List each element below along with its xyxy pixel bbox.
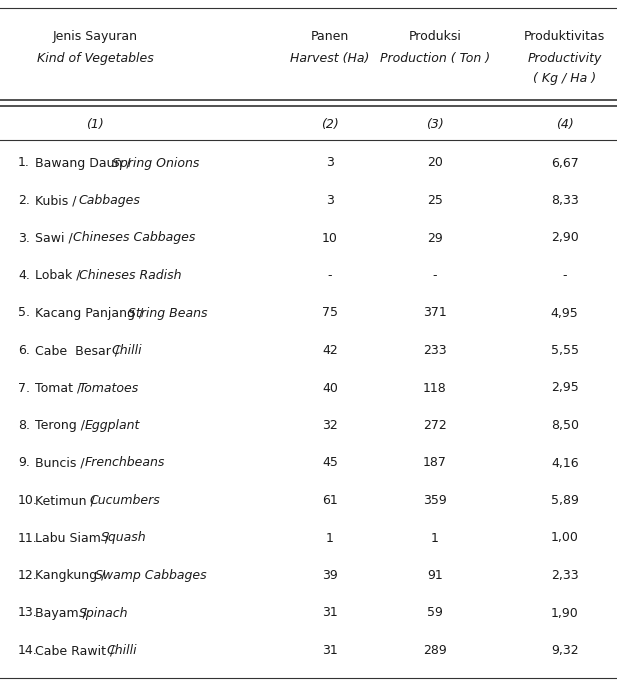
Text: 3.: 3.: [18, 232, 30, 244]
Text: Bayam /: Bayam /: [35, 606, 91, 619]
Text: 8.: 8.: [18, 419, 30, 432]
Text: 1: 1: [326, 531, 334, 545]
Text: 371: 371: [423, 307, 447, 320]
Text: 61: 61: [322, 494, 337, 507]
Text: Lobak /: Lobak /: [35, 269, 85, 282]
Text: Chilli: Chilli: [112, 344, 143, 357]
Text: 25: 25: [427, 194, 443, 207]
Text: Labu Siam /: Labu Siam /: [35, 531, 113, 545]
Text: 4.: 4.: [18, 269, 30, 282]
Text: 5.: 5.: [18, 307, 30, 320]
Text: 2,33: 2,33: [551, 569, 579, 582]
Text: 3: 3: [326, 194, 334, 207]
Text: 75: 75: [322, 307, 338, 320]
Text: Cabe Rawit /: Cabe Rawit /: [35, 644, 118, 657]
Text: 10.: 10.: [18, 494, 38, 507]
Text: 233: 233: [423, 344, 447, 357]
Text: Cucumbers: Cucumbers: [90, 494, 160, 507]
Text: 32: 32: [322, 419, 337, 432]
Text: 1.: 1.: [18, 156, 30, 170]
Text: 39: 39: [322, 569, 337, 582]
Text: 40: 40: [322, 381, 337, 394]
Text: Productivity: Productivity: [528, 52, 602, 65]
Text: Jenis Sayuran: Jenis Sayuran: [52, 30, 138, 43]
Text: 4,95: 4,95: [551, 307, 579, 320]
Text: 8,50: 8,50: [551, 419, 579, 432]
Text: Produksi: Produksi: [408, 30, 462, 43]
Text: Sawi /: Sawi /: [35, 232, 77, 244]
Text: Spinach: Spinach: [79, 606, 128, 619]
Text: 9.: 9.: [18, 457, 30, 469]
Text: Panen: Panen: [311, 30, 349, 43]
Text: Buncis /: Buncis /: [35, 457, 89, 469]
Text: 1,00: 1,00: [551, 531, 579, 545]
Text: 289: 289: [423, 644, 447, 657]
Text: 42: 42: [322, 344, 337, 357]
Text: Kind of Vegetables: Kind of Vegetables: [36, 52, 154, 65]
Text: 2.: 2.: [18, 194, 30, 207]
Text: Eggplant: Eggplant: [85, 419, 140, 432]
Text: Harvest (Ha): Harvest (Ha): [290, 52, 370, 65]
Text: Spring Onions: Spring Onions: [112, 156, 199, 170]
Text: 5,89: 5,89: [551, 494, 579, 507]
Text: Tomat /: Tomat /: [35, 381, 85, 394]
Text: Bawang Daun /: Bawang Daun /: [35, 156, 135, 170]
Text: 31: 31: [322, 606, 337, 619]
Text: 7.: 7.: [18, 381, 30, 394]
Text: 272: 272: [423, 419, 447, 432]
Text: Kangkung /: Kangkung /: [35, 569, 109, 582]
Text: Production ( Ton ): Production ( Ton ): [379, 52, 490, 65]
Text: (4): (4): [556, 118, 574, 131]
Text: Kubis /: Kubis /: [35, 194, 80, 207]
Text: 31: 31: [322, 644, 337, 657]
Text: 6.: 6.: [18, 344, 30, 357]
Text: 8,33: 8,33: [551, 194, 579, 207]
Text: 6,67: 6,67: [551, 156, 579, 170]
Text: 118: 118: [423, 381, 447, 394]
Text: Cabe  Besar /: Cabe Besar /: [35, 344, 123, 357]
Text: Cabbages: Cabbages: [79, 194, 141, 207]
Text: 1,90: 1,90: [551, 606, 579, 619]
Text: -: -: [328, 269, 332, 282]
Text: (1): (1): [86, 118, 104, 131]
Text: -: -: [433, 269, 437, 282]
Text: 1: 1: [431, 531, 439, 545]
Text: Chilli: Chilli: [107, 644, 137, 657]
Text: -: -: [563, 269, 567, 282]
Text: (2): (2): [321, 118, 339, 131]
Text: 9,32: 9,32: [551, 644, 579, 657]
Text: Squash: Squash: [101, 531, 147, 545]
Text: Ketimun /: Ketimun /: [35, 494, 99, 507]
Text: 2,90: 2,90: [551, 232, 579, 244]
Text: Chineses Radish: Chineses Radish: [79, 269, 181, 282]
Text: Chineses Cabbages: Chineses Cabbages: [73, 232, 196, 244]
Text: 3: 3: [326, 156, 334, 170]
Text: 91: 91: [427, 569, 442, 582]
Text: 187: 187: [423, 457, 447, 469]
Text: 59: 59: [427, 606, 443, 619]
Text: Terong /: Terong /: [35, 419, 89, 432]
Text: 2,95: 2,95: [551, 381, 579, 394]
Text: ( Kg / Ha ): ( Kg / Ha ): [533, 72, 596, 85]
Text: Tomatoes: Tomatoes: [79, 381, 139, 394]
Text: 13.: 13.: [18, 606, 38, 619]
Text: 10: 10: [322, 232, 337, 244]
Text: String Beans: String Beans: [128, 307, 208, 320]
Text: 12.: 12.: [18, 569, 38, 582]
Text: 4,16: 4,16: [551, 457, 579, 469]
Text: Swamp Cabbages: Swamp Cabbages: [96, 569, 207, 582]
Text: 14.: 14.: [18, 644, 38, 657]
Text: 45: 45: [322, 457, 337, 469]
Text: (3): (3): [426, 118, 444, 131]
Text: 359: 359: [423, 494, 447, 507]
Text: Frenchbeans: Frenchbeans: [85, 457, 165, 469]
Text: 11.: 11.: [18, 531, 38, 545]
Text: Produktivitas: Produktivitas: [524, 30, 605, 43]
Text: 5,55: 5,55: [551, 344, 579, 357]
Text: 29: 29: [427, 232, 442, 244]
Text: 20: 20: [427, 156, 443, 170]
Text: Kacang Panjang /: Kacang Panjang /: [35, 307, 147, 320]
